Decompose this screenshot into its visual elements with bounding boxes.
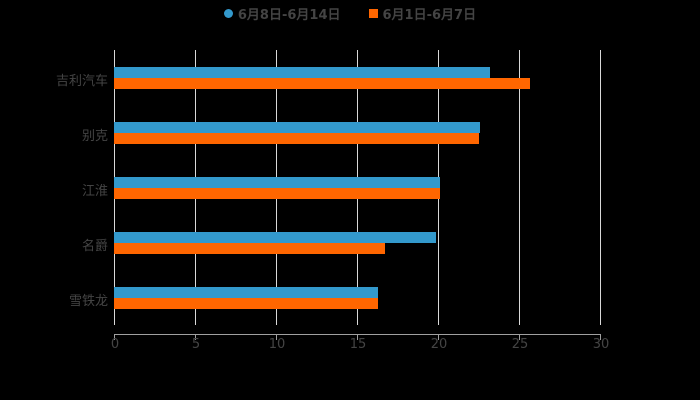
x-axis-tick: [195, 334, 196, 340]
x-axis-tick-label: 20: [430, 337, 448, 352]
x-axis-tick: [438, 334, 439, 340]
legend-item-series2[interactable]: 6月1日-6月7日: [368, 4, 477, 23]
category-label: 名爵: [81, 239, 108, 254]
legend-label-series2: 6月1日-6月7日: [382, 7, 477, 23]
x-axis-tick-label: 0: [110, 337, 120, 352]
bar-series1: [114, 67, 490, 78]
gridline: [519, 50, 520, 325]
x-axis-tick-label: 15: [349, 337, 367, 352]
bar-series2: [114, 188, 440, 199]
x-axis-tick: [357, 334, 358, 340]
category-label: 吉利汽车: [55, 74, 108, 89]
bar-series1: [114, 287, 379, 298]
bar-series1: [114, 122, 481, 133]
bar-series2: [114, 243, 385, 254]
gridline: [600, 50, 601, 325]
bar-series1: [114, 177, 440, 188]
category-label: 雪铁龙: [68, 294, 108, 309]
legend-marker-series1-icon: [223, 8, 233, 18]
legend-label-series1: 6月8日-6月14日: [237, 7, 341, 23]
category-label: 江淮: [81, 184, 108, 199]
x-axis-tick-label: 25: [511, 337, 529, 352]
x-axis-line: [114, 334, 601, 335]
x-axis-tick: [114, 334, 115, 340]
bar-series2: [114, 78, 531, 89]
x-axis-tick-label: 5: [191, 337, 201, 352]
x-axis-tick-label: 30: [592, 337, 610, 352]
bar-series2: [114, 133, 479, 144]
x-axis-tick: [276, 334, 277, 340]
x-axis-tick: [519, 334, 520, 340]
x-axis-tick: [600, 334, 601, 340]
x-axis-tick-label: 10: [268, 337, 286, 352]
chart-legend: 6月8日-6月14日 6月1日-6月7日: [0, 4, 700, 23]
category-label: 别克: [81, 129, 108, 144]
legend-item-series1[interactable]: 6月8日-6月14日: [223, 4, 341, 23]
bar-series2: [114, 298, 379, 309]
legend-marker-series2-icon: [368, 8, 378, 18]
bar-series1: [114, 232, 437, 243]
